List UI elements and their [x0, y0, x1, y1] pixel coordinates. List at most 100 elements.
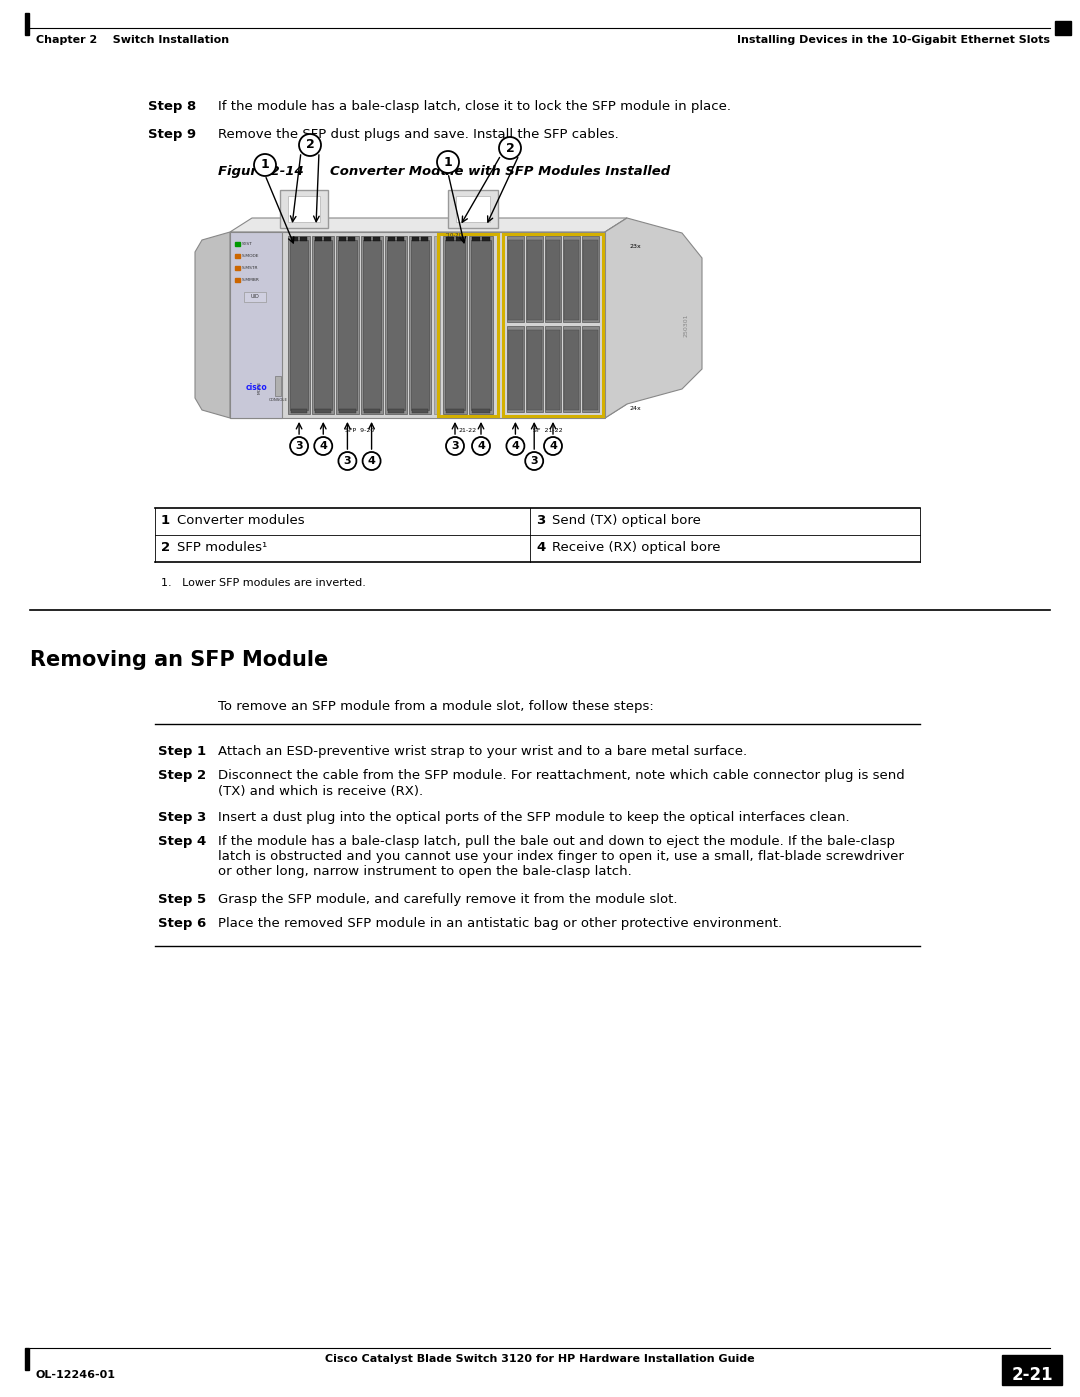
Circle shape: [544, 437, 562, 455]
Text: To remove an SFP module from a module slot, follow these steps:: To remove an SFP module from a module sl…: [218, 700, 653, 712]
Circle shape: [525, 453, 543, 469]
Bar: [446, 409, 464, 414]
Text: Grasp the SFP module, and carefully remove it from the module slot.: Grasp the SFP module, and carefully remo…: [218, 893, 677, 905]
Text: 3: 3: [530, 455, 538, 467]
Text: S-MSTR: S-MSTR: [242, 265, 258, 270]
Bar: [300, 237, 307, 242]
Polygon shape: [230, 218, 627, 232]
Bar: [527, 240, 541, 320]
Text: OL-12246-01: OL-12246-01: [36, 1370, 116, 1380]
Text: Place the removed SFP module in an antistatic bag or other protective environmen: Place the removed SFP module in an antis…: [218, 916, 782, 930]
Bar: [338, 240, 356, 409]
Text: 24x: 24x: [630, 407, 642, 411]
Bar: [565, 330, 579, 409]
Text: cisco: cisco: [245, 383, 267, 393]
Text: 2: 2: [505, 141, 514, 155]
Polygon shape: [448, 190, 498, 228]
Text: 23x: 23x: [630, 244, 642, 249]
Bar: [291, 237, 298, 242]
Text: 2: 2: [161, 541, 171, 555]
Text: 2: 2: [306, 138, 314, 151]
Bar: [244, 292, 266, 302]
Text: CONSOLE: CONSOLE: [269, 398, 287, 402]
Bar: [443, 236, 467, 414]
Circle shape: [472, 437, 490, 455]
Text: 4: 4: [549, 441, 557, 451]
Bar: [324, 237, 332, 242]
Circle shape: [507, 437, 525, 455]
Bar: [25, 13, 29, 35]
Bar: [456, 237, 464, 242]
Circle shape: [291, 437, 308, 455]
Bar: [291, 240, 308, 409]
Bar: [469, 236, 492, 414]
Bar: [583, 330, 598, 409]
Bar: [275, 376, 281, 395]
Text: Cisco Catalyst Blade Switch 3120 for HP Hardware Installation Guide: Cisco Catalyst Blade Switch 3120 for HP …: [325, 1354, 755, 1363]
Bar: [472, 409, 490, 414]
Circle shape: [446, 437, 464, 455]
Bar: [25, 1348, 29, 1370]
Text: SFP modules¹: SFP modules¹: [177, 541, 267, 555]
Bar: [339, 409, 355, 414]
Polygon shape: [605, 218, 627, 418]
Bar: [527, 330, 541, 409]
Text: Installing Devices in the 10-Gigabit Ethernet Slots: Installing Devices in the 10-Gigabit Eth…: [737, 35, 1050, 45]
Text: 4: 4: [536, 541, 545, 555]
Bar: [583, 240, 598, 320]
Text: 3: 3: [536, 514, 545, 527]
Text: 4: 4: [320, 441, 327, 451]
Bar: [364, 409, 380, 414]
Bar: [411, 409, 428, 414]
Bar: [387, 240, 405, 409]
Text: Step 2: Step 2: [158, 770, 206, 782]
Polygon shape: [280, 190, 328, 228]
Text: 3: 3: [295, 441, 302, 451]
Text: UID: UID: [251, 295, 259, 299]
Text: Remove the SFP dust plugs and save. Install the SFP cables.: Remove the SFP dust plugs and save. Inst…: [218, 129, 619, 141]
Bar: [288, 236, 310, 414]
Bar: [445, 240, 465, 409]
Text: SFP  9-20: SFP 9-20: [345, 427, 374, 433]
Circle shape: [437, 151, 459, 173]
Bar: [349, 237, 355, 242]
Text: Step 8: Step 8: [148, 101, 197, 113]
Text: Chapter 2    Switch Installation: Chapter 2 Switch Installation: [36, 35, 229, 45]
Polygon shape: [288, 196, 320, 222]
Bar: [363, 240, 380, 409]
Text: Step 9: Step 9: [148, 129, 197, 141]
Text: 250301: 250301: [684, 313, 689, 337]
Bar: [564, 236, 580, 321]
Text: 2-21: 2-21: [1011, 1366, 1053, 1384]
Text: 3: 3: [343, 455, 351, 467]
Bar: [434, 236, 440, 414]
Text: MODE: MODE: [258, 381, 262, 394]
Bar: [411, 237, 419, 242]
Bar: [507, 236, 524, 321]
Bar: [384, 236, 407, 414]
Circle shape: [314, 437, 333, 455]
Bar: [482, 237, 490, 242]
Text: If the module has a bale-clasp latch, close it to lock the SFP module in place.: If the module has a bale-clasp latch, cl…: [218, 101, 731, 113]
Text: Step 4: Step 4: [158, 835, 206, 848]
Bar: [545, 330, 561, 409]
Bar: [361, 236, 382, 414]
Bar: [472, 237, 480, 242]
Bar: [396, 237, 404, 242]
Text: Insert a dust plug into the optical ports of the SFP module to keep the optical : Insert a dust plug into the optical port…: [218, 810, 850, 823]
Polygon shape: [230, 232, 605, 418]
Circle shape: [254, 154, 276, 176]
Text: S-MODE: S-MODE: [242, 254, 259, 258]
Bar: [545, 240, 561, 320]
Bar: [421, 237, 428, 242]
Text: Step 3: Step 3: [158, 810, 206, 823]
Bar: [526, 236, 542, 321]
Bar: [235, 278, 240, 282]
Text: Disconnect the cable from the SFP module. For reattachment, note which cable con: Disconnect the cable from the SFP module…: [218, 770, 905, 798]
Bar: [507, 326, 524, 412]
Text: Converter Module with SFP Modules Installed: Converter Module with SFP Modules Instal…: [330, 165, 671, 177]
Bar: [388, 237, 394, 242]
Circle shape: [299, 134, 321, 156]
Bar: [582, 236, 599, 321]
Bar: [235, 242, 240, 246]
